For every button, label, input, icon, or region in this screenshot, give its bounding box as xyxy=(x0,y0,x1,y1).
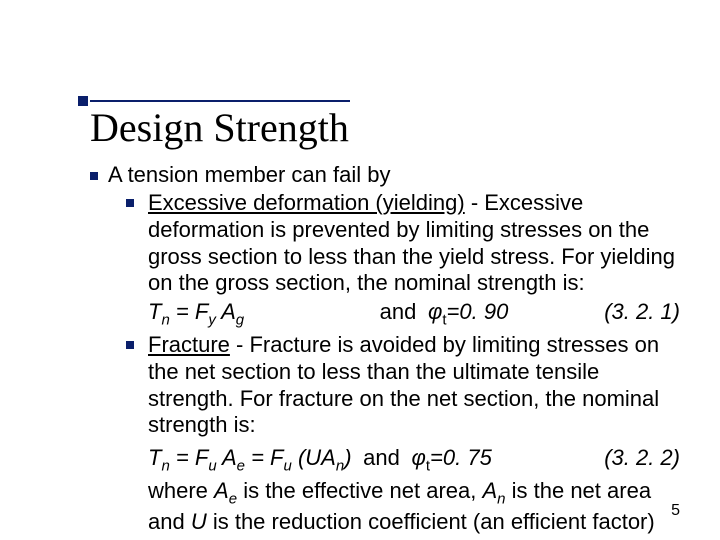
eq-expression: Tn = Fu Ae = Fu (UAn) xyxy=(148,445,352,476)
square-bullet-icon xyxy=(126,199,134,207)
slide: Design Strength A tension member can fai… xyxy=(0,0,720,540)
square-bullet-icon xyxy=(126,341,134,349)
content-block: A tension member can fail by Excessive d… xyxy=(90,162,680,536)
bullet-level2: Excessive deformation (yielding) - Exces… xyxy=(126,190,680,330)
title-block: Design Strength xyxy=(90,0,720,150)
page-number: 5 xyxy=(671,502,680,520)
eq-phi: φt=0. 90 xyxy=(428,299,528,330)
item-2-text: Fracture - Fracture is avoided by limiti… xyxy=(148,332,680,536)
eq-and: and xyxy=(368,299,428,326)
eq-ref-2: (3. 2. 2) xyxy=(604,445,680,472)
bullet-level1: A tension member can fail by xyxy=(90,162,680,188)
eq-ref-1: (3. 2. 1) xyxy=(604,299,680,326)
page-title: Design Strength xyxy=(90,106,720,150)
equation-row-1: Tn = Fy Ag and φt=0. 90 (3. 2. 1) xyxy=(148,299,680,330)
title-decor-line xyxy=(90,100,350,102)
title-decor-square xyxy=(78,96,88,106)
sub-list: Excessive deformation (yielding) - Exces… xyxy=(126,190,680,536)
square-bullet-icon xyxy=(90,172,98,180)
bullet-level2: Fracture - Fracture is avoided by limiti… xyxy=(126,332,680,536)
equation-row-2: Tn = Fu Ae = Fu (UAn) and φt=0. 75 (3. 2… xyxy=(148,445,680,476)
where-clause: where Ae is the effective net area, An i… xyxy=(148,478,680,536)
eq-phi: φt=0. 75 xyxy=(412,445,512,476)
item-2-lead: Fracture xyxy=(148,332,230,357)
intro-text: A tension member can fail by xyxy=(108,162,390,188)
item-1-text: Excessive deformation (yielding) - Exces… xyxy=(148,190,680,330)
eq-and: and xyxy=(352,445,412,472)
eq-expression: Tn = Fy Ag xyxy=(148,299,368,330)
item-1-lead: Excessive deformation (yielding) xyxy=(148,190,465,215)
